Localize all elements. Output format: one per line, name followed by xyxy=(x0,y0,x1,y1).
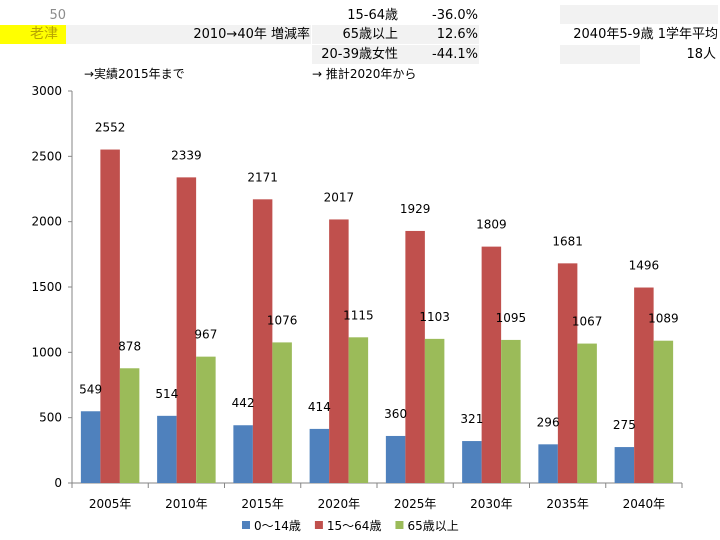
y-tick-label: 2500 xyxy=(31,149,62,163)
x-tick-label: 2025年 xyxy=(394,497,437,511)
data-label: 1929 xyxy=(400,202,431,216)
bar-0-2 xyxy=(233,425,253,483)
data-label: 967 xyxy=(194,328,217,342)
data-label: 514 xyxy=(155,387,178,401)
metric-row-value-1: -36.0% xyxy=(432,8,478,23)
bar-1-3 xyxy=(329,219,349,484)
data-label: 1809 xyxy=(476,218,507,232)
bar-1-0 xyxy=(100,149,120,483)
data-label: 442 xyxy=(232,396,255,410)
bar-2-7 xyxy=(653,340,674,483)
y-tick-label: 1000 xyxy=(31,345,62,359)
avg-label: 2040年5-9歳 1学年平均 xyxy=(573,27,718,42)
metric-row-value-2: 12.6% xyxy=(436,27,478,42)
y-tick-label: 2000 xyxy=(31,215,62,229)
x-tick-label: 2040年 xyxy=(623,497,666,511)
data-label: 296 xyxy=(537,415,560,429)
bar-0-4 xyxy=(385,435,406,483)
bar-2-2 xyxy=(272,342,292,483)
bar-0-5 xyxy=(462,441,482,483)
bar-0-7 xyxy=(614,447,635,483)
legend-label-0: 0～14歳 xyxy=(254,519,301,533)
legend-label-1: 15～64歳 xyxy=(327,519,382,533)
avg-band-bottom xyxy=(560,45,640,64)
legend-label-2: 65歳以上 xyxy=(407,519,458,533)
header-band xyxy=(66,25,311,44)
bar-1-5 xyxy=(481,246,502,483)
data-label: 1115 xyxy=(343,308,374,322)
legend-swatch-0 xyxy=(242,521,250,529)
metric-row-label-2: 65歳以上 xyxy=(342,27,398,42)
data-label: 1103 xyxy=(419,310,450,324)
metric-row-value-3: -44.1% xyxy=(432,47,478,62)
data-label: 2017 xyxy=(324,190,355,204)
y-tick-label: 1500 xyxy=(31,280,62,294)
data-label: 414 xyxy=(308,400,331,414)
metric-row-label-3: 20-39歳女性 xyxy=(321,47,398,62)
bar-2-0 xyxy=(119,368,140,483)
bar-1-2 xyxy=(252,199,273,483)
x-tick-label: 2030年 xyxy=(470,497,513,511)
bar-1-7 xyxy=(634,287,654,483)
x-tick-label: 2005年 xyxy=(89,497,132,511)
row-number: 50 xyxy=(49,8,66,23)
note-projected: → 推計2020年から xyxy=(312,67,417,81)
bar-2-3 xyxy=(348,337,369,483)
y-tick-label: 3000 xyxy=(31,84,62,98)
data-label: 2339 xyxy=(171,148,202,162)
data-label: 1076 xyxy=(267,313,298,327)
x-tick-label: 2020年 xyxy=(318,497,361,511)
data-label: 1496 xyxy=(629,259,660,273)
data-label: 321 xyxy=(460,412,483,426)
data-label: 360 xyxy=(384,407,407,421)
legend: 0～14歳 15～64歳 65歳以上 xyxy=(242,519,459,533)
data-label: 1067 xyxy=(572,315,603,329)
y-tick-label: 0 xyxy=(54,476,62,490)
bar-1-4 xyxy=(405,230,425,483)
y-tick-label: 500 xyxy=(39,411,62,425)
legend-swatch-2 xyxy=(395,521,404,529)
data-label: 1681 xyxy=(552,234,583,248)
data-labels: 549 2552 878 514 2339 967 442 2171 1076 414 2017 11… xyxy=(79,121,678,433)
metric-label: 2010→40年 増減率 xyxy=(193,27,310,42)
x-tick-label: 2035年 xyxy=(546,497,589,511)
metric-row-band-2 xyxy=(312,25,479,44)
bar-0-6 xyxy=(538,444,558,483)
bar-2-5 xyxy=(501,339,521,483)
avg-band-top xyxy=(560,5,718,24)
data-label: 275 xyxy=(613,418,636,432)
x-tick-label: 2015年 xyxy=(241,497,284,511)
bar-2-6 xyxy=(577,343,597,483)
data-label: 1089 xyxy=(648,312,679,326)
x-tick-label: 2010年 xyxy=(165,497,208,511)
avg-value: 18人 xyxy=(686,47,716,62)
bars xyxy=(80,149,674,484)
legend-swatch-1 xyxy=(314,521,323,529)
bar-0-1 xyxy=(157,415,177,483)
data-label: 878 xyxy=(118,339,141,353)
metric-row-label-1: 15-64歳 xyxy=(347,8,398,23)
note-actual: →実績2015年まで xyxy=(84,67,185,81)
data-label: 2171 xyxy=(247,170,278,184)
place-name: 老津 xyxy=(0,25,66,44)
data-label: 1095 xyxy=(496,311,527,325)
bar-0-0 xyxy=(80,411,101,483)
data-label: 549 xyxy=(79,382,102,396)
bar-2-4 xyxy=(424,338,445,483)
bar-0-3 xyxy=(309,428,330,483)
metric-row-band-3 xyxy=(312,45,479,64)
bar-1-1 xyxy=(176,177,197,483)
bar-1-6 xyxy=(557,263,578,483)
data-label: 2552 xyxy=(95,121,126,135)
bar-2-1 xyxy=(196,356,216,483)
